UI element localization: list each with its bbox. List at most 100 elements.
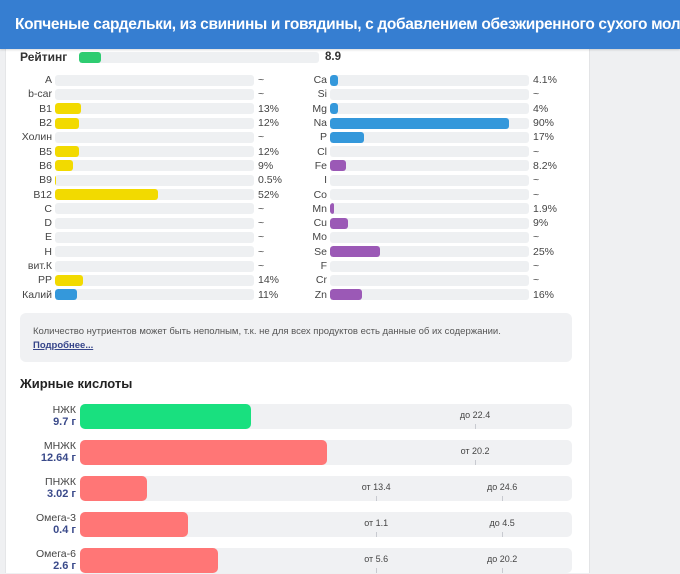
nutrient-row: PP 14% <box>0 273 282 287</box>
nutrient-row: Mo ~ <box>300 230 557 244</box>
norm-marker-tick <box>475 424 477 429</box>
nutrient-row: E ~ <box>0 230 282 244</box>
nutrient-bar-fill <box>330 131 364 143</box>
norm-marker-tick <box>502 568 504 573</box>
nutrient-name: Na <box>313 117 327 130</box>
nutrient-name: B12 <box>33 188 52 201</box>
nutrient-bar-track <box>330 274 529 286</box>
fatty-acid-bar-fill <box>80 440 328 465</box>
nutrient-bar-track <box>55 289 254 301</box>
norm-marker-label: от 5.6 <box>364 554 389 564</box>
nutrient-row: I ~ <box>300 173 557 187</box>
nutrient-row: Cr ~ <box>300 273 557 287</box>
vitamins-list: A ~ b-car ~ B1 13% B2 12% Холин ~ B5 12% B6 9% B9 0.5% B… <box>0 73 282 302</box>
nutrient-percent: 9% <box>258 159 274 172</box>
nutrient-name: Fe <box>314 159 327 172</box>
nutrient-bar-track <box>330 174 529 186</box>
fatty-acid-bar-track: от 5.6 до 20.2 <box>80 548 572 573</box>
norm-marker-tick <box>376 532 378 537</box>
nutrient-row: Mg 4% <box>300 102 557 116</box>
nutrient-row: b-car ~ <box>0 87 282 101</box>
nutrient-percent: 90% <box>533 117 555 130</box>
nutrient-name: Zn <box>314 288 327 301</box>
nutrient-bar-track <box>330 117 529 129</box>
nutrient-percent: 13% <box>258 102 280 115</box>
fatty-acid-name: НЖК <box>52 404 76 416</box>
nutrient-percent: ~ <box>258 74 265 87</box>
nutrient-bar-track <box>330 160 529 172</box>
nutrient-row: вит.К ~ <box>0 259 282 273</box>
nutrient-bar-track <box>55 203 254 215</box>
nutrient-row: Si ~ <box>300 87 557 101</box>
norm-marker-label: до 4.5 <box>489 518 515 528</box>
nutrient-bar-track <box>55 246 254 258</box>
nutrient-name: Si <box>317 88 327 101</box>
nutrient-bar-fill <box>330 203 334 215</box>
nutrient-name: E <box>44 231 52 244</box>
nutrient-percent: 9% <box>533 217 549 230</box>
nutrient-row: Co ~ <box>300 187 557 201</box>
fatty-acid-amount: 9.7 г <box>53 416 76 428</box>
norm-marker-label: от 13.4 <box>361 482 391 492</box>
nutrient-name: Cl <box>317 145 327 158</box>
nutrient-percent: 4% <box>533 102 549 115</box>
nutrient-percent: ~ <box>258 88 265 101</box>
nutrient-name: Холин <box>21 131 52 144</box>
nutrient-name: Mn <box>312 202 327 215</box>
norm-marker-tick <box>376 496 378 501</box>
nutrient-percent: ~ <box>533 260 540 272</box>
nutrient-percent: ~ <box>533 174 540 187</box>
nutrient-name: вит.К <box>27 260 52 272</box>
fatty-acids-heading: Жирные кислоты <box>20 376 133 391</box>
fatty-acid-bar-fill <box>80 512 188 537</box>
rating-value: 8.9 <box>325 51 341 63</box>
nutrient-bar-track <box>330 131 529 143</box>
more-info-link[interactable]: Подробнее... <box>33 340 94 351</box>
nutrient-bar-track <box>330 103 529 115</box>
nutrient-row: Fe 8.2% <box>300 159 557 173</box>
nutrient-percent: 12% <box>258 117 280 130</box>
fatty-acid-row: ПНЖК 3.02 г от 13.4 до 24.6 <box>0 476 588 502</box>
nutrient-name: A <box>44 74 52 87</box>
norm-marker-tick <box>376 568 378 573</box>
nutrient-bar-fill <box>330 289 362 301</box>
nutrient-bar-track <box>55 160 254 172</box>
nutrient-bar-fill <box>330 117 510 129</box>
nutrient-bar-track <box>330 260 529 272</box>
nutrient-bar-fill <box>55 117 79 129</box>
nutrient-percent: 16% <box>533 288 555 301</box>
nutrient-bar-fill <box>330 74 339 86</box>
nutrient-bar-fill <box>330 160 347 172</box>
nutrient-percent: 8.2% <box>533 159 557 172</box>
nutrient-percent: ~ <box>258 245 265 258</box>
nutrient-row: Ca 4.1% <box>300 73 557 87</box>
nutrient-name: H <box>44 245 52 258</box>
nutrient-bar-fill <box>55 274 83 286</box>
nutrient-bar-track <box>330 189 529 201</box>
nutrient-name: Ca <box>313 74 327 87</box>
nutrient-row: Mn 1.9% <box>300 202 557 216</box>
rating-bar-track <box>79 51 319 63</box>
rating-label: Рейтинг <box>20 50 68 64</box>
nutrient-name: D <box>44 217 52 230</box>
nutrient-bar-track <box>330 74 529 86</box>
nutrient-row: A ~ <box>0 73 282 87</box>
nutrient-bar-track <box>330 289 529 301</box>
nutrient-name: B9 <box>39 174 52 187</box>
norm-marker-label: до 24.6 <box>486 482 518 492</box>
nutrient-percent: ~ <box>533 231 540 244</box>
nutrient-percent: 11% <box>258 288 279 301</box>
fatty-acid-amount: 12.64 г <box>40 452 76 464</box>
nutrient-percent: ~ <box>258 217 265 230</box>
nutrient-name: Mo <box>312 231 327 244</box>
nutrient-name: b-car <box>28 88 52 101</box>
fatty-acid-name: ПНЖК <box>45 476 76 488</box>
fatty-acid-bar-track: до 22.4 <box>80 404 572 429</box>
fatty-acid-name: Омега-6 <box>35 548 76 560</box>
nutrient-percent: 14% <box>258 274 280 287</box>
nutrient-bar-track <box>55 117 254 129</box>
nutrient-row: Cl ~ <box>300 144 557 158</box>
norm-marker-tick <box>475 460 477 465</box>
nutrient-row: B2 12% <box>0 116 282 130</box>
nutrient-name: B5 <box>39 145 52 158</box>
